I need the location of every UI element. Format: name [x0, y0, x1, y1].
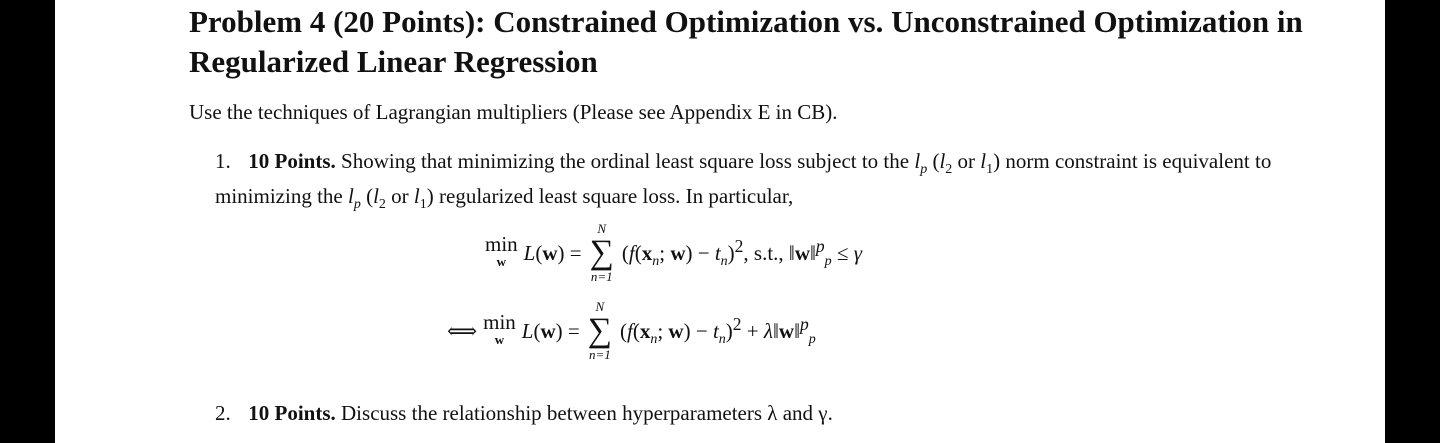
item-text-b: norm constraint is equivalent to minimiz…: [215, 149, 1272, 209]
item-text-a: Showing that minimizing the ordinal leas…: [341, 149, 910, 173]
equation-1: min w L(w) = N ∑ n=1 (f(xn; w) − tn)2, s.t.…: [485, 221, 862, 284]
list-item-2: 2. 10 Points. Discuss the relationship b…: [215, 400, 833, 427]
lp-norm-math-2: lp (l2 or l1): [347, 184, 434, 213]
lp-norm-math: lp (l2 or l1): [914, 149, 1001, 178]
iff-arrow: ⟺: [447, 318, 478, 343]
min-operator: min w: [485, 232, 518, 270]
item-text: Discuss the relationship between hyperpa…: [341, 401, 833, 425]
item-number: 1.: [215, 149, 231, 173]
sum-operator: N ∑ n=1: [589, 221, 614, 284]
item-points: 10 Points.: [248, 149, 336, 173]
item-number: 2.: [215, 401, 231, 425]
min-operator: min w: [483, 310, 516, 348]
document-page: Problem 4 (20 Points): Constrained Optim…: [55, 0, 1385, 443]
list-item-1: 1. 10 Points. Showing that minimizing th…: [215, 148, 1315, 218]
problem-title: Problem 4 (20 Points): Constrained Optim…: [189, 4, 1303, 79]
item-points: 10 Points.: [248, 401, 336, 425]
sum-operator: N ∑ n=1: [587, 299, 612, 362]
intro-text: Use the techniques of Lagrangian multipl…: [189, 100, 838, 124]
item-text-c: regularized least square loss. In partic…: [439, 184, 794, 209]
equation-2: ⟺ min w L(w) = N ∑ n=1 (f(xn; w) − tn)2 + λ…: [447, 299, 816, 362]
